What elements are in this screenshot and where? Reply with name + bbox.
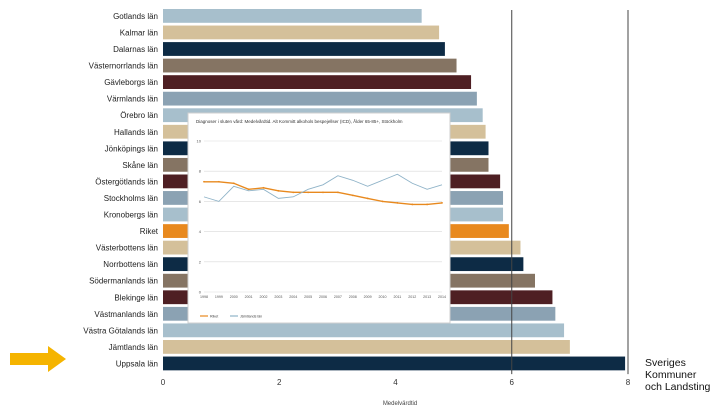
inset-point xyxy=(336,191,339,194)
bar-3 xyxy=(163,58,457,73)
bar-19 xyxy=(163,323,565,338)
category-label: Norrbottens län xyxy=(103,260,158,269)
category-label: Östergötlands län xyxy=(95,177,158,186)
inset-point xyxy=(396,202,399,204)
inset-y-tick-label: 4 xyxy=(199,229,202,234)
x-tick-label: 4 xyxy=(393,378,398,387)
inset-point xyxy=(426,203,429,206)
category-label: Södermanlands län xyxy=(89,277,158,286)
category-label: Riket xyxy=(140,227,159,236)
x-tick-label: 2 xyxy=(277,378,282,387)
category-label: Jönköpings län xyxy=(105,144,158,153)
category-label: Dalarnas län xyxy=(113,45,158,54)
inset-point xyxy=(381,200,384,203)
inset-x-tick-label: 2003 xyxy=(274,295,282,299)
bar-21 xyxy=(163,356,626,371)
category-label: Örebro län xyxy=(120,111,158,120)
inset-x-tick-label: 2013 xyxy=(423,295,431,299)
category-label: Stockholms län xyxy=(104,194,158,203)
inset-point xyxy=(217,180,220,183)
inset-background xyxy=(187,112,451,324)
inset-x-tick-label: 2002 xyxy=(260,295,268,299)
inset-x-tick-label: 2009 xyxy=(364,295,372,299)
category-label: Gävleborgs län xyxy=(104,78,158,87)
inset-point xyxy=(441,202,443,204)
inset-x-tick-label: 2006 xyxy=(319,295,327,299)
inset-point xyxy=(247,188,250,191)
inset-series-line-1 xyxy=(203,173,443,202)
inset-y-tick-label: 6 xyxy=(199,199,202,204)
brand-line-2: Kommuner xyxy=(645,369,697,381)
inset-x-tick-label: 2000 xyxy=(230,295,238,299)
inset-x-tick-label: 1999 xyxy=(215,295,223,299)
category-label: Värmlands län xyxy=(107,95,158,104)
inset-y-tick-label: 0 xyxy=(199,290,202,295)
x-tick-label: 8 xyxy=(626,378,631,387)
inset-point xyxy=(292,191,295,194)
inset-point xyxy=(203,180,205,183)
inset-x-tick-label: 2008 xyxy=(349,295,357,299)
inset-legend-label: Jämtlands län xyxy=(240,315,262,319)
inset-y-tick-label: 2 xyxy=(199,259,202,264)
category-label: Gotlands län xyxy=(113,12,158,21)
bar-5 xyxy=(163,91,477,106)
x-tick-label: 0 xyxy=(161,378,166,387)
category-label: Uppsala län xyxy=(116,359,158,368)
category-label: Västmanlands län xyxy=(94,310,158,319)
bar-20 xyxy=(163,340,570,354)
inset-y-tick-label: 8 xyxy=(199,169,202,174)
inset-line-chart: Diagnoser i sluten vård: Medelvårdtid. A… xyxy=(187,112,451,324)
x-axis-title: Medelvärdtid xyxy=(383,401,417,407)
inset-x-tick-label: 2005 xyxy=(304,295,312,299)
inset-point xyxy=(277,189,280,192)
inset-legend-label: Riket xyxy=(210,315,218,319)
inset-point xyxy=(262,186,265,189)
brand-line-1: Sveriges xyxy=(645,357,686,369)
bar-4 xyxy=(163,75,472,89)
inset-point xyxy=(232,182,235,185)
category-label: Kronobergs län xyxy=(104,211,158,220)
inset-x-tick-label: 2014 xyxy=(438,295,446,299)
category-label: Kalmar län xyxy=(120,28,158,37)
inset-point xyxy=(307,191,310,194)
inset-point xyxy=(366,197,369,200)
inset-x-tick-label: 2012 xyxy=(408,295,416,299)
inset-point xyxy=(322,191,324,194)
category-label: Skåne län xyxy=(122,161,158,170)
category-label: Hallands län xyxy=(114,128,158,137)
x-tick-label: 6 xyxy=(510,378,515,387)
arrow-icon xyxy=(10,346,66,372)
inset-point xyxy=(411,203,414,206)
category-label: Västerbottens län xyxy=(96,244,158,253)
brand-logo-text: Sveriges Kommuner och Landsting xyxy=(645,357,710,393)
inset-x-tick-label: 2011 xyxy=(394,295,402,299)
bar-0 xyxy=(163,9,422,23)
category-label: Västernorrlands län xyxy=(89,62,158,71)
category-label: Västra Götalands län xyxy=(83,326,158,335)
inset-point xyxy=(351,194,354,197)
inset-x-tick-label: 2004 xyxy=(289,295,297,299)
inset-x-tick-label: 2001 xyxy=(245,295,253,299)
bar-2 xyxy=(163,42,445,56)
inset-x-tick-label: 2010 xyxy=(379,295,387,299)
inset-x-tick-label: 2007 xyxy=(334,295,342,299)
category-label: Jämtlands län xyxy=(109,343,158,352)
brand-line-3: och Landsting xyxy=(645,381,711,393)
inset-x-tick-label: 1998 xyxy=(200,295,208,299)
bar-1 xyxy=(163,25,440,40)
x-axis: 0 2 4 6 8 xyxy=(161,10,631,387)
inset-y-tick-label: 10 xyxy=(197,139,202,144)
inset-title: Diagnoser i sluten vård: Medelvårdtid. A… xyxy=(196,118,403,124)
category-label: Blekinge län xyxy=(114,293,158,302)
